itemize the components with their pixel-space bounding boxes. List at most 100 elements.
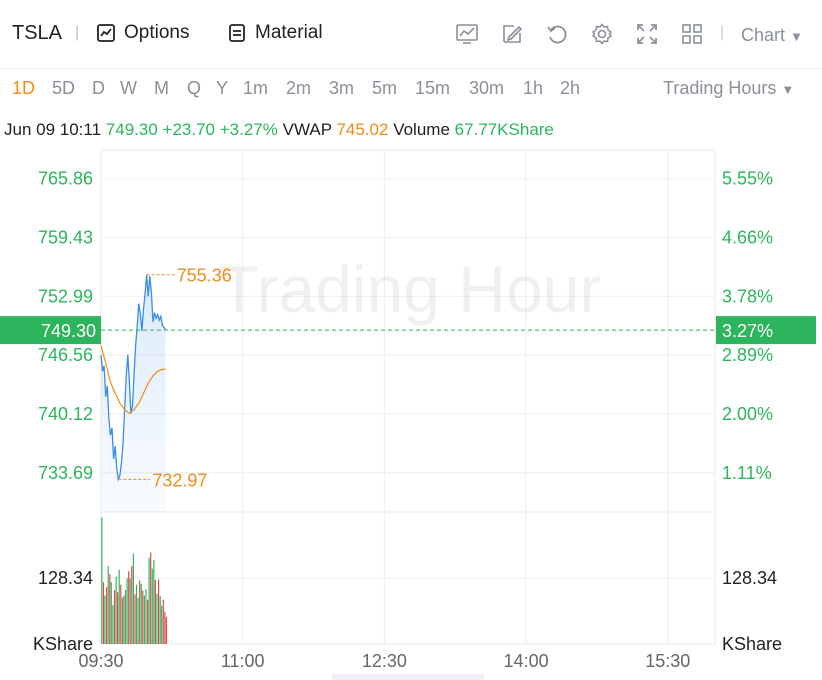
volume-bar <box>147 599 149 644</box>
volume-bar <box>102 582 105 644</box>
gear-icon[interactable] <box>590 22 614 46</box>
undo-icon[interactable] <box>545 22 569 46</box>
period-tab-3m[interactable]: 3m <box>329 78 355 98</box>
vwap-line <box>100 345 166 415</box>
y-tick-label-right: 4.66% <box>722 227 773 247</box>
quote-change-pct: +3.27% <box>219 120 278 139</box>
volume-bar <box>142 590 144 644</box>
volume-bar <box>132 553 134 644</box>
x-tick-label: 15:30 <box>645 651 690 671</box>
period-tab-y[interactable]: Y <box>216 78 229 98</box>
volume-unit-left: KShare <box>33 634 93 654</box>
quote-change: +23.70 <box>162 120 215 139</box>
current-pct-tag-label: 3.27% <box>722 321 773 341</box>
options-label: Options <box>124 22 190 43</box>
volume-bar <box>137 597 139 644</box>
volume-bar <box>107 565 109 644</box>
period-tab-1m[interactable]: 1m <box>243 78 269 98</box>
x-tick-label: 11:00 <box>221 651 265 671</box>
volume-bar <box>129 578 131 644</box>
period-tab-5d[interactable]: 5D <box>52 78 76 98</box>
volume-label: Volume <box>393 120 450 139</box>
volume-bar <box>139 580 141 644</box>
toolbar-separator: | <box>720 24 725 41</box>
volume-bar <box>101 517 103 644</box>
volume-bar <box>150 552 152 644</box>
scroll-handle[interactable] <box>332 674 484 680</box>
period-tab-q[interactable]: Q <box>187 78 202 98</box>
volume-bar <box>145 589 147 644</box>
volume-unit-right: KShare <box>722 634 782 654</box>
y-tick-label-right: 1.11% <box>722 463 772 483</box>
volume-bar <box>106 587 108 644</box>
period-tab-d[interactable]: D <box>92 78 105 98</box>
trading-hours-label: Trading Hours <box>663 78 777 98</box>
volume-value: 67.77KShare <box>454 120 554 139</box>
volume-tick-label-left: 128.34 <box>38 568 93 588</box>
volume-bar <box>115 576 117 644</box>
volume-bar <box>123 595 125 644</box>
quote-price: 749.30 <box>105 120 158 139</box>
volume-bar <box>120 584 122 644</box>
grid-icon[interactable] <box>680 22 704 46</box>
period-tab-2m[interactable]: 2m <box>286 78 312 98</box>
y-tick-label-right: 5.55% <box>722 169 773 189</box>
y-tick-label-left: 746.56 <box>38 345 93 365</box>
y-tick-label-left: 765.86 <box>38 169 93 189</box>
volume-bar <box>140 583 142 644</box>
volume-bar <box>134 594 136 644</box>
volume-bar <box>159 596 161 644</box>
volume-bar <box>162 599 164 644</box>
volume-bar <box>161 605 163 644</box>
chart-frame <box>100 149 716 645</box>
chart-type-dropdown[interactable]: Chart ▼ <box>741 25 803 46</box>
indicator-icon[interactable] <box>455 22 479 46</box>
volume-bar <box>112 605 114 644</box>
volume-bar <box>131 565 133 644</box>
vwap-label: VWAP <box>282 120 332 139</box>
quote-datetime: Jun 09 10:11 <box>4 120 102 139</box>
period-tab-m[interactable]: M <box>154 78 169 98</box>
material-button[interactable]: Material <box>227 22 323 44</box>
price-line <box>100 274 167 482</box>
period-tab-15m[interactable]: 15m <box>415 78 451 98</box>
ticker-symbol[interactable]: TSLA <box>12 22 63 44</box>
chart-type-label: Chart <box>741 25 786 45</box>
volume-bar <box>118 569 120 644</box>
options-button[interactable]: Options <box>96 22 189 44</box>
volume-bar <box>117 592 119 644</box>
x-tick-label: 14:00 <box>504 651 549 671</box>
period-tab-5m[interactable]: 5m <box>372 78 398 98</box>
document-icon <box>229 24 245 42</box>
period-selector: Trading Hours ▼ 1D 5D D W M Q Y 1m 2m 3m 5m 15m 30m 1… <box>0 72 822 102</box>
chart-box-icon <box>97 24 115 42</box>
period-tab-30m[interactable]: 30m <box>469 78 505 98</box>
material-label: Material <box>255 22 323 43</box>
period-tab-1h[interactable]: 1h <box>523 78 544 98</box>
high-label: 755.36 <box>177 266 232 286</box>
y-tick-label-left: 752.99 <box>38 286 93 306</box>
period-tab-2h[interactable]: 2h <box>560 78 581 98</box>
volume-bar <box>126 578 128 644</box>
volume-bar <box>109 574 111 644</box>
trading-hours-dropdown[interactable]: Trading Hours ▼ <box>663 78 794 99</box>
vwap-value: 745.02 <box>336 120 389 139</box>
volume-tick-label-right: 128.34 <box>722 568 777 588</box>
volume-bar <box>164 611 166 644</box>
y-tick-label-right: 2.00% <box>722 404 773 424</box>
volume-bar <box>153 560 155 644</box>
current-price-tag <box>0 316 101 345</box>
period-tab-1d[interactable]: 1D <box>12 78 36 98</box>
draw-icon[interactable] <box>500 22 524 46</box>
period-tab-w[interactable]: W <box>120 78 137 98</box>
volume-bar <box>156 593 158 644</box>
fullscreen-icon[interactable] <box>635 22 659 46</box>
low-label: 732.97 <box>152 470 207 490</box>
quote-info-bar: Jun 09 10:11 749.30 +23.70 +3.27% VWAP 7… <box>4 120 554 140</box>
volume-bar <box>165 617 167 644</box>
y-tick-label-left: 740.12 <box>38 404 93 424</box>
y-tick-label-left: 759.43 <box>38 227 93 247</box>
x-tick-label: 12:30 <box>362 651 407 671</box>
current-pct-tag <box>716 316 816 345</box>
